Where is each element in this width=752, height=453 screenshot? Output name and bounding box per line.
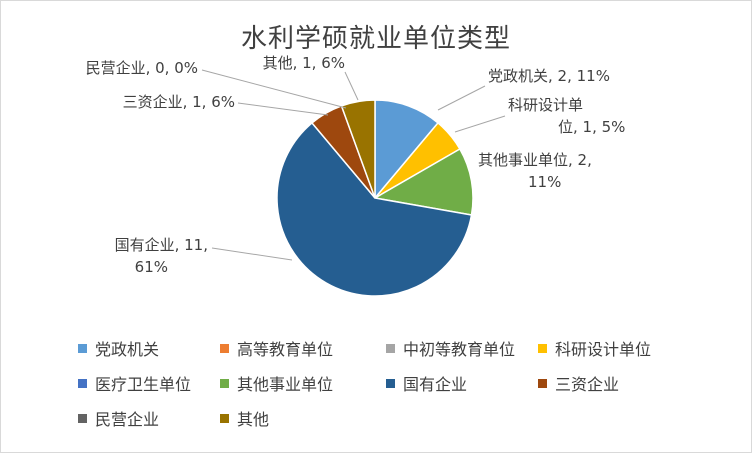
legend-label: 其他 — [237, 410, 270, 429]
legend-swatch — [78, 343, 87, 353]
legend-swatch — [220, 413, 229, 423]
leader-line-1 — [437, 85, 486, 111]
chart-title: 水利学硕就业单位类型 — [240, 24, 511, 54]
legend-item: 国有企业 — [386, 371, 467, 395]
pie-slice-7 — [340, 99, 376, 199]
legend-label: 其他事业单位 — [237, 375, 334, 394]
leader-line-2 — [454, 115, 506, 133]
data-label-6: 民营企业, 0, 0% — [86, 59, 198, 77]
legend-item: 其他事业单位 — [220, 371, 333, 395]
data-label-4: 国有企业, 11, 61% — [115, 236, 208, 276]
pie-slice-3 — [372, 147, 474, 216]
legend-item: 科研设计单位 — [538, 336, 651, 360]
legend-item: 高等教育单位 — [220, 336, 333, 360]
legend-swatch — [538, 343, 547, 353]
legend-item: 其他 — [220, 406, 269, 430]
data-label-7: 其他, 1, 6% — [263, 54, 345, 72]
legend-swatch — [78, 413, 87, 423]
data-label-3: 其他事业单位, 2, 11% — [478, 151, 592, 191]
pie-slice-4 — [276, 121, 473, 297]
legend-item: 民营企业 — [78, 406, 159, 430]
legend-label: 党政机关 — [95, 340, 160, 359]
data-label-5: 三资企业, 1, 6% — [123, 93, 235, 111]
legend-label: 民营企业 — [95, 410, 160, 429]
legend-label: 医疗卫生单位 — [95, 375, 192, 394]
legend-label: 中初等教育单位 — [403, 340, 516, 359]
legend-label: 高等教育单位 — [237, 340, 334, 359]
legend-swatch — [386, 343, 395, 353]
legend-swatch — [538, 378, 547, 388]
legend-item: 中初等教育单位 — [386, 336, 515, 360]
legend-item: 三资企业 — [538, 371, 619, 395]
pie-slice-1 — [374, 99, 440, 201]
legend-label: 科研设计单位 — [555, 340, 652, 359]
legend-swatch — [78, 378, 87, 388]
leader-line-5 — [237, 102, 329, 116]
legend-label: 三资企业 — [555, 375, 620, 394]
legend-swatch — [220, 378, 229, 388]
data-label-2: 科研设计单位, 1, 5% — [508, 96, 625, 136]
leader-line-6 — [201, 69, 347, 109]
leader-line-4 — [211, 247, 293, 261]
legend-label: 国有企业 — [403, 375, 468, 394]
legend-item: 医疗卫生单位 — [78, 371, 191, 395]
legend-swatch — [386, 378, 395, 388]
leader-line-7 — [344, 71, 359, 101]
legend-swatch — [220, 343, 229, 353]
data-label-1: 党政机关, 2, 11% — [488, 67, 610, 85]
legend-item: 党政机关 — [78, 336, 159, 360]
